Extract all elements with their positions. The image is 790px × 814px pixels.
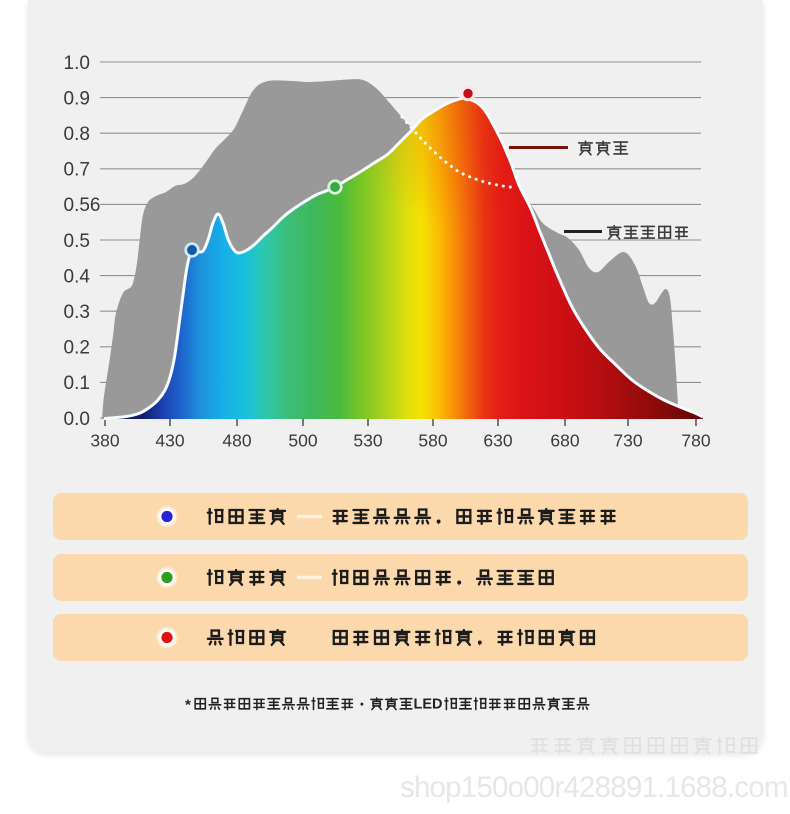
svg-text:0.7: 0.7: [64, 160, 90, 181]
svg-text:680: 680: [550, 431, 579, 451]
svg-text:500: 500: [288, 431, 317, 451]
svg-text:0.9: 0.9: [64, 88, 90, 109]
svg-text:530: 530: [353, 431, 382, 451]
svg-text:0.8: 0.8: [64, 124, 90, 145]
svg-text:730: 730: [613, 431, 642, 451]
svg-text:380: 380: [90, 431, 119, 451]
svg-text:480: 480: [222, 431, 251, 451]
svg-text:0.5: 0.5: [64, 231, 90, 252]
svg-text:630: 630: [483, 431, 512, 451]
svg-text:580: 580: [418, 431, 447, 451]
svg-text:0.3: 0.3: [64, 302, 90, 323]
svg-text:LED: LED: [414, 697, 443, 713]
svg-text:0.56: 0.56: [64, 195, 101, 216]
svg-text:0.2: 0.2: [64, 338, 90, 359]
svg-text:0.1: 0.1: [64, 373, 90, 394]
svg-text:1.0: 1.0: [64, 53, 90, 74]
svg-text:shop150o00r428891.1688.com: shop150o00r428891.1688.com: [400, 771, 788, 804]
svg-text:0.4: 0.4: [64, 266, 91, 287]
svg-text:0.0: 0.0: [64, 409, 90, 430]
svg-text:780: 780: [681, 431, 710, 451]
svg-text:*: *: [185, 697, 191, 714]
svg-text:430: 430: [155, 431, 184, 451]
